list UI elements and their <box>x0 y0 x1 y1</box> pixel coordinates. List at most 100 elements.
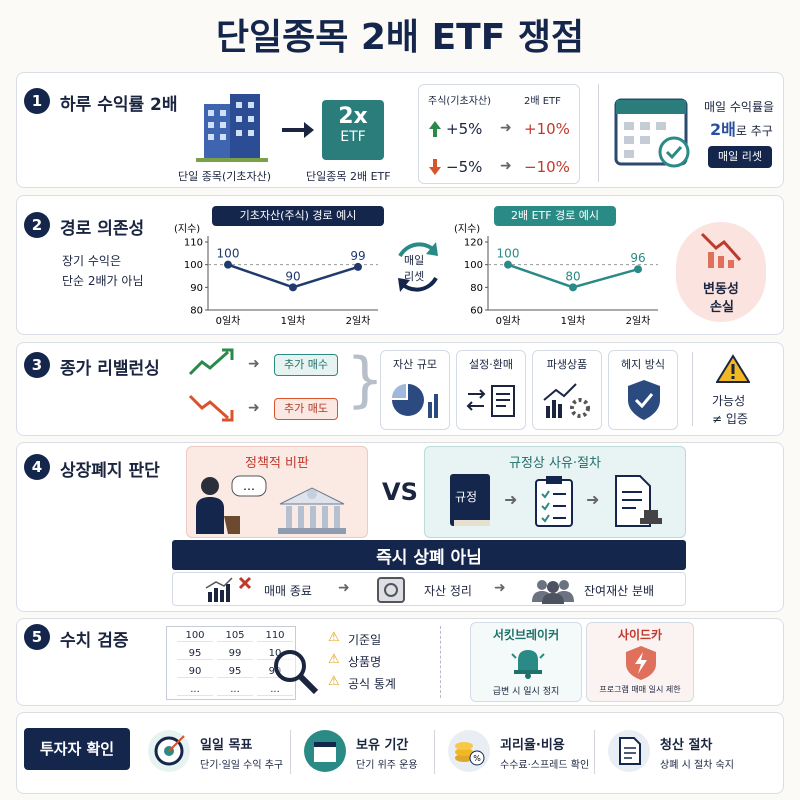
side-text: 매일 수익률을 <box>704 100 775 114</box>
shape <box>248 116 254 122</box>
shape <box>304 122 314 138</box>
footer-item-title: 일일 목표 <box>200 738 253 753</box>
warning-icon: ⚠ <box>328 652 340 667</box>
pie-icon <box>392 384 438 418</box>
shape <box>392 384 424 416</box>
data-label: 96 <box>630 251 645 265</box>
y-axis-label: (지수) <box>174 223 200 235</box>
shape <box>624 122 666 158</box>
banner-text: 즉시 상폐 아님 <box>376 548 482 568</box>
note-text: ≠ 입증 <box>712 412 748 426</box>
reset-icon <box>398 242 438 292</box>
shape <box>434 394 438 418</box>
data-label: 100 <box>497 247 520 261</box>
magnifier-icon <box>274 650 319 695</box>
shape <box>553 493 566 519</box>
footer-item-title: 보유 기간 <box>356 738 409 753</box>
book-text: 규정 <box>455 490 478 504</box>
shape <box>398 278 410 292</box>
shape <box>196 158 268 162</box>
shape <box>201 477 219 495</box>
factor-card <box>532 350 602 430</box>
arrow: ➜ <box>504 490 518 509</box>
reset-text: 매일 <box>404 254 425 267</box>
shape <box>188 394 229 420</box>
section-number: 1 <box>24 88 50 114</box>
down-trend-icon <box>188 394 234 422</box>
y-tick-label: 110 <box>184 238 203 249</box>
etf-icon-text: ETF <box>340 129 366 145</box>
people-icon <box>532 580 574 604</box>
shape <box>514 670 542 674</box>
shape <box>208 102 254 140</box>
data-table: 100105110959910909599......... <box>166 626 296 700</box>
y-tick-label: 100 <box>464 260 483 271</box>
card-desc: 프로그램 매매 일시 제한 <box>599 685 681 694</box>
shape: … <box>243 479 255 493</box>
up-trend-icon <box>188 348 234 376</box>
shape <box>700 232 742 261</box>
checklist-icon <box>535 476 573 527</box>
table-cell: 90 <box>177 666 213 678</box>
table-cell: 95 <box>177 648 213 660</box>
return-table <box>418 84 580 184</box>
shape <box>622 491 642 509</box>
shape <box>624 747 636 759</box>
divider <box>598 84 599 182</box>
shape <box>656 122 666 130</box>
y-tick-label: 120 <box>464 238 483 249</box>
warning-text: 기준일 <box>348 633 382 647</box>
shape <box>208 584 230 602</box>
shape <box>616 100 686 114</box>
shape <box>466 389 486 411</box>
data-point <box>224 260 232 269</box>
vs-text: VS <box>382 478 418 506</box>
footer-item-desc: 수수료·스프레드 확인 <box>500 760 590 771</box>
shape <box>428 402 432 418</box>
shape <box>238 576 252 590</box>
book-icon <box>450 474 490 526</box>
shape <box>248 102 254 108</box>
banner <box>172 540 686 570</box>
divider <box>434 730 435 774</box>
section-heading: 하루 수익률 2배 <box>60 95 178 115</box>
shape <box>640 136 650 144</box>
shape <box>222 410 234 422</box>
shape <box>168 735 185 752</box>
x-tick-label: 0일차 <box>496 315 521 327</box>
steps-row <box>172 572 686 606</box>
shape <box>208 122 214 128</box>
shape <box>298 506 304 528</box>
shape <box>455 742 473 750</box>
shape <box>546 476 562 484</box>
shape <box>511 653 545 659</box>
shape <box>334 506 340 528</box>
shape <box>278 528 346 534</box>
footer <box>16 712 784 794</box>
table-cell: 100 <box>177 630 213 642</box>
section-number: 3 <box>24 352 50 378</box>
shape <box>542 593 564 604</box>
shape <box>392 384 406 398</box>
data-point <box>354 262 362 271</box>
derivative-icon <box>543 383 590 418</box>
building-icon <box>196 94 268 162</box>
shape <box>310 506 316 528</box>
card-title: 서킷브레이커 <box>492 628 560 642</box>
document-icon <box>615 475 662 527</box>
target-icon <box>148 730 190 772</box>
section-heading: 종가 리밸런싱 <box>60 359 160 379</box>
table-cell: ... <box>177 684 213 696</box>
shape <box>286 506 340 528</box>
chart-title: 2배 ETF 경로 예시 <box>494 206 616 226</box>
etf-icon-text: 2x <box>338 104 368 129</box>
footer-item-title: 청산 절차 <box>660 738 713 753</box>
doc-icon <box>608 730 650 772</box>
sidecar-icon <box>626 646 656 680</box>
shape <box>731 364 735 374</box>
shape <box>220 110 226 116</box>
shape <box>532 580 574 604</box>
shape <box>307 489 317 499</box>
shape <box>236 116 242 122</box>
